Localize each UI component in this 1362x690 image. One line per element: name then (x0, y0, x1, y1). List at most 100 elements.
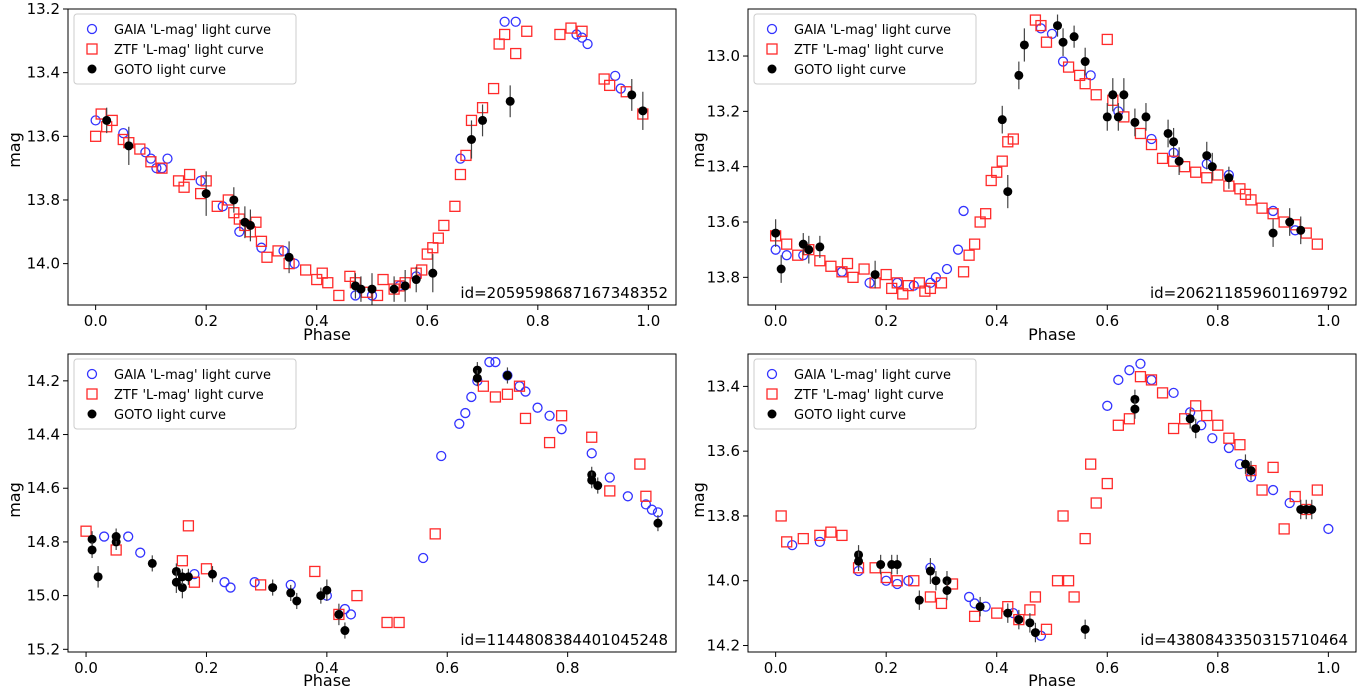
x-tick-label: 0.4 (985, 312, 1009, 330)
data-point (892, 560, 902, 570)
data-point (1102, 112, 1112, 122)
data-point (502, 370, 512, 380)
data-point (556, 424, 567, 435)
x-tick-label: 0.2 (195, 659, 219, 677)
data-point (565, 22, 577, 34)
legend-entry: GOTO light curve (114, 408, 226, 423)
legend-marker (766, 388, 778, 400)
data-point (963, 249, 975, 261)
data-point (1267, 461, 1279, 474)
y-tick-label: 15.2 (27, 640, 60, 658)
y-tick-label: 13.8 (707, 507, 740, 525)
data-point (1163, 128, 1173, 138)
data-point (147, 558, 157, 568)
data-point (367, 284, 377, 294)
data-point (460, 407, 471, 419)
data-point (1141, 112, 1151, 122)
data-point (254, 579, 267, 591)
plot-area (769, 14, 1323, 300)
data-point (543, 436, 556, 449)
data-point (914, 595, 924, 605)
y-tick-label: 14.4 (27, 426, 60, 444)
data-point (622, 491, 633, 502)
data-point (316, 591, 326, 601)
data-point (182, 520, 195, 532)
data-point (510, 47, 522, 60)
data-point (1112, 419, 1124, 431)
data-point (102, 115, 112, 125)
data-point (1201, 172, 1213, 184)
series-filled-circle (771, 14, 1306, 289)
data-point (1256, 202, 1268, 214)
data-point (207, 569, 217, 579)
data-point (118, 127, 129, 139)
series-filled-circle (102, 79, 648, 305)
x-tick-label: 1.0 (1316, 659, 1340, 677)
data-point (87, 545, 97, 555)
data-point (968, 610, 981, 623)
data-point (582, 38, 593, 50)
data-point (1090, 497, 1102, 509)
data-point (162, 153, 173, 164)
data-point (1174, 156, 1184, 166)
data-point (477, 380, 490, 392)
data-point (135, 547, 146, 558)
data-point (1057, 510, 1069, 522)
x-tick-label: 0.2 (194, 312, 218, 330)
plot-frame (747, 353, 1357, 653)
data-point (892, 578, 903, 590)
data-point (1234, 439, 1246, 451)
x-tick-label: 0.6 (435, 659, 459, 677)
data-point (1156, 387, 1169, 399)
data-point (797, 532, 809, 545)
data-point (466, 134, 476, 144)
data-point (1311, 238, 1323, 250)
data-point (1267, 208, 1279, 220)
data-point (1212, 169, 1224, 181)
data-point (968, 238, 981, 250)
data-point (1212, 419, 1224, 431)
data-point (225, 582, 236, 593)
data-point (501, 388, 514, 400)
legend: GAIA 'L-mag' light curve ZTF 'L-mag' ligh… (73, 358, 297, 430)
data-point (1246, 466, 1256, 476)
x-tick-label: 0.6 (1095, 659, 1119, 677)
data-point (156, 162, 168, 174)
y-tick-label: 13.6 (707, 442, 740, 460)
chart-panel-1: 0.0 0.2 0.4 0.6 0.8 1.0 13.2 13.4 13.6 13.8 14.0 Ph… (5, 0, 677, 344)
data-point (1201, 409, 1213, 422)
x-tick-label: 0.0 (84, 312, 108, 330)
data-point (124, 141, 134, 151)
data-point (634, 458, 646, 470)
data-point (145, 153, 157, 164)
x-axis-label: Phase (303, 671, 351, 690)
data-point (432, 232, 444, 244)
x-tick-label: 0.8 (1206, 312, 1230, 330)
data-point (513, 380, 526, 392)
data-point (653, 518, 663, 528)
data-point (256, 242, 267, 253)
data-point (1068, 591, 1080, 603)
legend-entry: ZTF 'L-mag' light curve (794, 43, 944, 58)
y-axis-label: mag (5, 132, 24, 168)
plot-area (775, 358, 1334, 643)
data-point (89, 130, 102, 142)
legend-entry: GAIA 'L-mag' light curve (794, 23, 951, 38)
data-point (1146, 374, 1157, 386)
legend-marker (87, 64, 97, 74)
legend-entry: GOTO light curve (114, 63, 226, 78)
data-point (991, 166, 1003, 178)
data-point (1323, 523, 1334, 535)
data-point (854, 556, 864, 566)
y-tick-label: 14.2 (707, 637, 740, 655)
data-point (935, 277, 948, 289)
y-tick-label: 13.4 (27, 64, 60, 82)
data-point (183, 572, 193, 582)
data-point (554, 28, 566, 41)
data-point (345, 609, 357, 620)
data-point (1069, 32, 1079, 42)
data-point (1190, 400, 1202, 412)
data-point (255, 235, 268, 247)
y-axis-label: mag (689, 482, 708, 518)
y-tick-label: 14.2 (27, 372, 60, 390)
